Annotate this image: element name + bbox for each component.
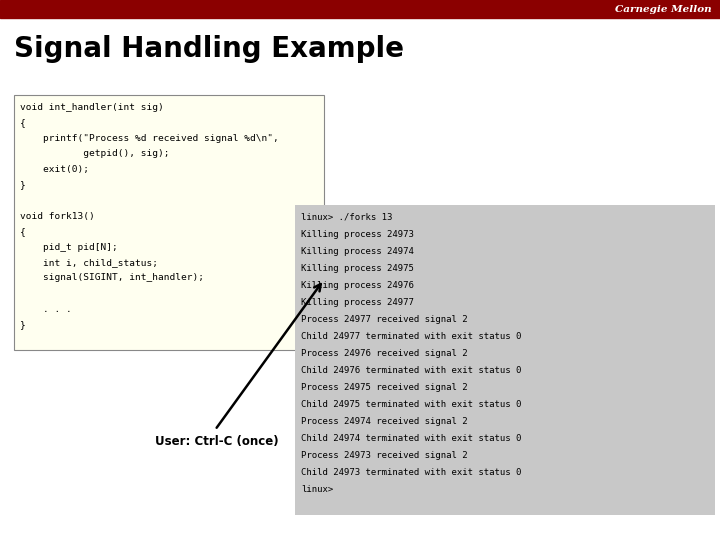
Text: {: { [20, 118, 26, 127]
Text: Process 24976 received signal 2: Process 24976 received signal 2 [301, 349, 467, 358]
Text: Signal Handling Example: Signal Handling Example [14, 35, 404, 63]
Text: Child 24973 terminated with exit status 0: Child 24973 terminated with exit status … [301, 468, 521, 477]
Text: Process 24975 received signal 2: Process 24975 received signal 2 [301, 383, 467, 392]
Text: Killing process 24974: Killing process 24974 [301, 247, 414, 256]
Text: int i, child_status;: int i, child_status; [20, 258, 158, 267]
Text: pid_t pid[N];: pid_t pid[N]; [20, 242, 118, 252]
Text: Child 24977 terminated with exit status 0: Child 24977 terminated with exit status … [301, 332, 521, 341]
Text: Killing process 24973: Killing process 24973 [301, 230, 414, 239]
Text: {: { [20, 227, 26, 236]
Text: linux> ./forks 13: linux> ./forks 13 [301, 213, 392, 222]
Text: signal(SIGINT, int_handler);: signal(SIGINT, int_handler); [20, 273, 204, 282]
Text: Killing process 24976: Killing process 24976 [301, 281, 414, 290]
Bar [295, 205, 715, 515]
Text: }: } [20, 320, 26, 329]
Text: User: Ctrl-C (once): User: Ctrl-C (once) [155, 435, 279, 448]
Text: Child 24976 terminated with exit status 0: Child 24976 terminated with exit status … [301, 366, 521, 375]
Text: Carnegie Mellon: Carnegie Mellon [616, 4, 712, 14]
Bar [14, 95, 324, 350]
Bar [0, 0, 720, 18]
Text: void int_handler(int sig): void int_handler(int sig) [20, 103, 163, 112]
Text: getpid(), sig);: getpid(), sig); [20, 150, 169, 159]
Text: Child 24975 terminated with exit status 0: Child 24975 terminated with exit status … [301, 400, 521, 409]
Text: printf("Process %d received signal %d\n",: printf("Process %d received signal %d\n"… [20, 134, 279, 143]
Text: }: } [20, 180, 26, 190]
Text: Process 24973 received signal 2: Process 24973 received signal 2 [301, 451, 467, 460]
Text: Child 24974 terminated with exit status 0: Child 24974 terminated with exit status … [301, 434, 521, 443]
Text: Process 24974 received signal 2: Process 24974 received signal 2 [301, 417, 467, 426]
Text: Process 24977 received signal 2: Process 24977 received signal 2 [301, 315, 467, 324]
Text: Killing process 24975: Killing process 24975 [301, 264, 414, 273]
Text: . . .: . . . [20, 305, 72, 314]
Text: void fork13(): void fork13() [20, 212, 95, 220]
Text: exit(0);: exit(0); [20, 165, 89, 174]
Text: linux>: linux> [301, 485, 333, 494]
Text: Killing process 24977: Killing process 24977 [301, 298, 414, 307]
